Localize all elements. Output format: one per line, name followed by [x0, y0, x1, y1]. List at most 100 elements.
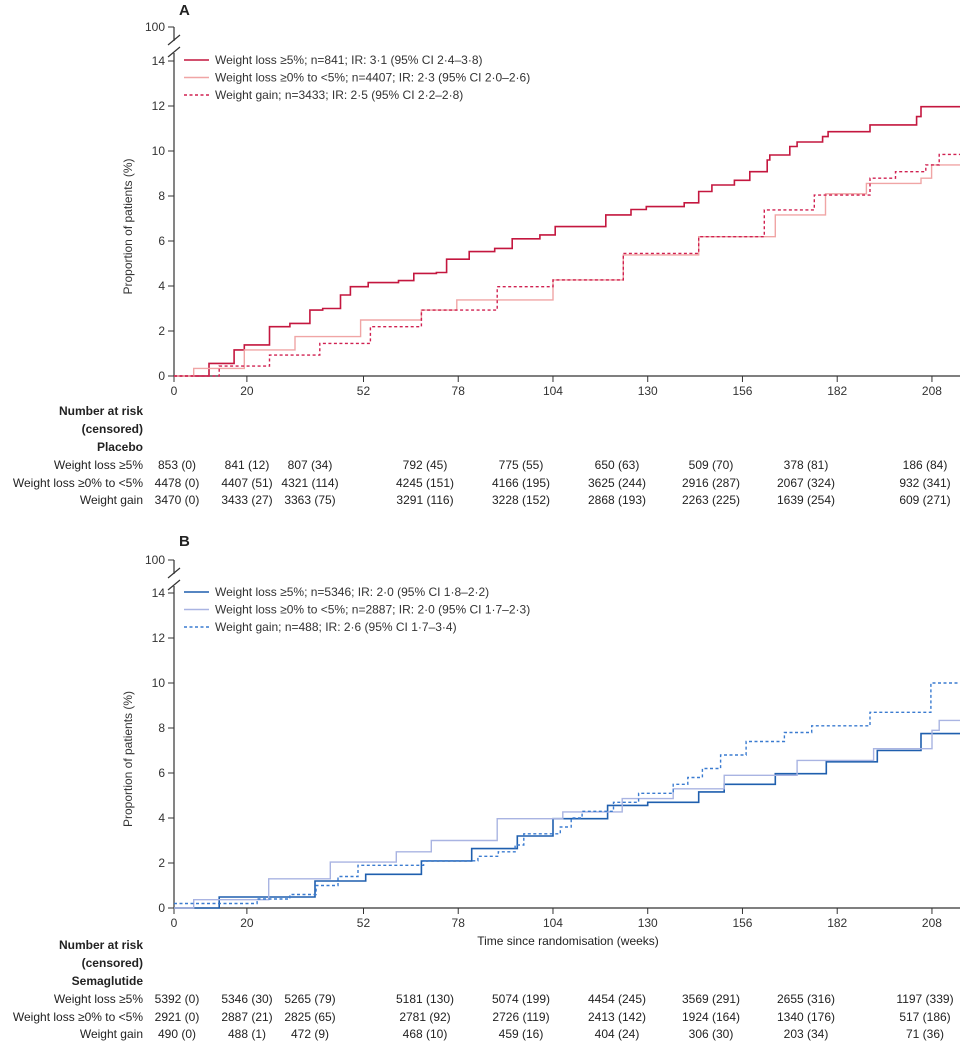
risk-cell: 490 (0)	[157, 1027, 197, 1041]
risk-cell: 2921 (0)	[154, 1009, 200, 1024]
axis-break-mark	[167, 34, 181, 46]
x-tick-label: 78	[452, 384, 466, 398]
risk-cell: 2655 (316)	[776, 992, 836, 1006]
risk-cell: 1639 (254)	[776, 493, 836, 507]
risk-cell: 468 (10)	[402, 1027, 448, 1041]
legend-entry: Weight loss ≥0% to <5%; n=4407; IR: 2·3 …	[215, 71, 530, 85]
risk-row-label: Weight gain	[79, 493, 143, 507]
axis-break-mark	[167, 46, 181, 58]
risk-cell: 650 (63)	[594, 458, 640, 472]
risk-cell: 4454 (245)	[587, 992, 647, 1006]
panel-letter-b: B	[179, 533, 190, 550]
x-axis-label: Time since randomisation (weeks)	[477, 934, 659, 948]
risk-cell: 5346 (30)	[221, 992, 273, 1006]
y-tick-label: 6	[158, 234, 165, 248]
x-tick-label: 104	[543, 916, 563, 930]
risk-cell: 488 (1)	[227, 1027, 267, 1041]
x-tick-label: 208	[922, 916, 942, 930]
x-tick-label: 0	[171, 916, 178, 930]
risk-cell: 1340 (176)	[776, 1009, 836, 1024]
panel-a: 0 2 4 6 8 10 12 14 100 0 20 52 78 104 130 156 182 208 Prop…	[121, 20, 960, 398]
risk-cell: 807 (34)	[287, 458, 333, 472]
risk-cell: 609 (271)	[899, 493, 951, 507]
risk-header-censored: (censored)	[81, 956, 143, 970]
risk-cell: 2263 (225)	[681, 493, 741, 507]
y-tick-label: 12	[152, 631, 166, 645]
risk-cell: 378 (81)	[783, 458, 829, 472]
legend-entry: Weight loss ≥5%; n=5346; IR: 2·0 (95% CI…	[215, 585, 489, 599]
x-tick-label: 208	[922, 384, 942, 398]
series-line-3	[174, 682, 960, 905]
y-tick-label: 4	[158, 811, 165, 825]
risk-cell: 459 (16)	[498, 1027, 544, 1041]
risk-cell: 4407 (51)	[221, 475, 273, 490]
risk-cell: 4321 (114)	[281, 475, 339, 490]
risk-cell: 1197 (339)	[896, 992, 954, 1006]
risk-cell: 2413 (142)	[587, 1009, 647, 1024]
risk-cell: 3433 (27)	[221, 493, 273, 507]
risk-cell: 3228 (152)	[491, 493, 551, 507]
series-line-3	[174, 153, 960, 377]
x-tick-label: 20	[240, 384, 254, 398]
y-tick-label: 8	[158, 189, 165, 203]
risk-cell: 792 (45)	[402, 458, 448, 472]
x-tick-label: 52	[357, 916, 371, 930]
legend-entry: Weight gain; n=3433; IR: 2·5 (95% CI 2·2…	[215, 88, 463, 102]
risk-cell: 3625 (244)	[587, 475, 647, 490]
x-tick-label: 20	[240, 916, 254, 930]
y-tick-label: 10	[152, 144, 166, 158]
risk-cell: 404 (24)	[594, 1027, 640, 1041]
risk-cell: 2726 (119)	[492, 1009, 550, 1024]
x-tick-label: 0	[171, 384, 178, 398]
risk-cell: 2067 (324)	[776, 475, 836, 490]
axis-break-mark	[167, 579, 181, 591]
legend-entry: Weight loss ≥5%; n=841; IR: 3·1 (95% CI …	[215, 53, 483, 67]
legend-entry: Weight gain; n=488; IR: 2·6 (95% CI 1·7–…	[215, 620, 457, 634]
y-tick-label: 0	[158, 369, 165, 383]
y-axis-label: Proportion of patients (%)	[121, 158, 135, 294]
risk-cell: 841 (12)	[224, 458, 270, 472]
y-tick-label: 6	[158, 766, 165, 780]
risk-cell: 5265 (79)	[284, 992, 336, 1006]
x-tick-label: 156	[732, 384, 752, 398]
risk-cell: 203 (34)	[783, 1027, 829, 1041]
risk-cell: 5392 (0)	[154, 992, 200, 1006]
y-tick-label: 4	[158, 279, 165, 293]
risk-cell: 932 (341)	[899, 475, 951, 490]
y-tick-label: 14	[152, 54, 166, 68]
panel-letter-a: A	[179, 2, 190, 19]
risk-cell: 509 (70)	[688, 458, 734, 472]
y-tick-label: 100	[145, 553, 165, 567]
risk-row-label: Weight loss ≥0% to <5%	[12, 475, 143, 490]
risk-cell: 4166 (195)	[491, 475, 551, 490]
y-tick-label: 14	[152, 586, 166, 600]
y-tick-label: 100	[145, 20, 165, 34]
risk-cell: 2868 (193)	[587, 493, 647, 507]
risk-cell: 186 (84)	[902, 458, 948, 472]
risk-header: Number at risk	[58, 938, 143, 952]
risk-cell: 3470 (0)	[154, 493, 200, 507]
series-line-2	[174, 719, 960, 909]
series-line-1	[174, 732, 960, 909]
risk-group: Placebo	[96, 440, 143, 454]
risk-row-label: Weight gain	[79, 1027, 143, 1041]
risk-cell: 5181 (130)	[395, 992, 455, 1006]
risk-header-censored: (censored)	[81, 422, 143, 436]
risk-cell: 517 (186)	[899, 1009, 951, 1024]
x-tick-label: 52	[357, 384, 371, 398]
y-tick-label: 12	[152, 99, 166, 113]
risk-cell: 3291 (116)	[396, 493, 454, 507]
risk-cell: 306 (30)	[688, 1027, 734, 1041]
risk-cell: 71 (36)	[905, 1027, 945, 1041]
x-tick-label: 182	[827, 916, 847, 930]
risk-cell: 2887 (21)	[221, 1009, 273, 1024]
risk-cell: 472 (9)	[290, 1027, 330, 1041]
series-line-1	[174, 105, 960, 377]
x-tick-label: 78	[452, 916, 466, 930]
x-tick-label: 104	[543, 384, 563, 398]
risk-row-label: Weight loss ≥5%	[53, 992, 143, 1006]
series-line-2	[174, 164, 960, 377]
y-axis-label: Proportion of patients (%)	[121, 691, 135, 827]
risk-cell: 853 (0)	[157, 458, 197, 472]
